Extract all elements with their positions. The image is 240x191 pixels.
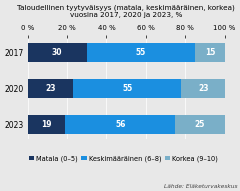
Bar bbox=[65, 115, 175, 134]
Text: 23: 23 bbox=[199, 84, 209, 93]
Text: 19: 19 bbox=[41, 120, 52, 129]
Text: 25: 25 bbox=[195, 120, 205, 129]
Bar bbox=[73, 79, 181, 98]
Bar bbox=[28, 115, 65, 134]
Bar bbox=[28, 79, 73, 98]
Text: 56: 56 bbox=[115, 120, 125, 129]
Legend: Matala (0–5), Keskimääräinen (6–8), Korkea (9–10): Matala (0–5), Keskimääräinen (6–8), Kork… bbox=[29, 155, 218, 162]
Text: 55: 55 bbox=[122, 84, 132, 93]
Text: 55: 55 bbox=[136, 48, 146, 57]
Bar bbox=[181, 79, 227, 98]
Text: 15: 15 bbox=[205, 48, 215, 57]
Bar bbox=[175, 115, 225, 134]
Bar bbox=[87, 43, 195, 62]
Text: Lähde: Eläketurvakeskus: Lähde: Eläketurvakeskus bbox=[164, 184, 238, 189]
Text: 30: 30 bbox=[52, 48, 62, 57]
Title: Taloudellinen tyytyväisyys (matala, keskimääräinen, korkea)
vuosina 2017, 2020 j: Taloudellinen tyytyväisyys (matala, kesk… bbox=[17, 4, 235, 18]
Bar bbox=[195, 43, 225, 62]
Bar bbox=[28, 43, 87, 62]
Text: 23: 23 bbox=[45, 84, 55, 93]
